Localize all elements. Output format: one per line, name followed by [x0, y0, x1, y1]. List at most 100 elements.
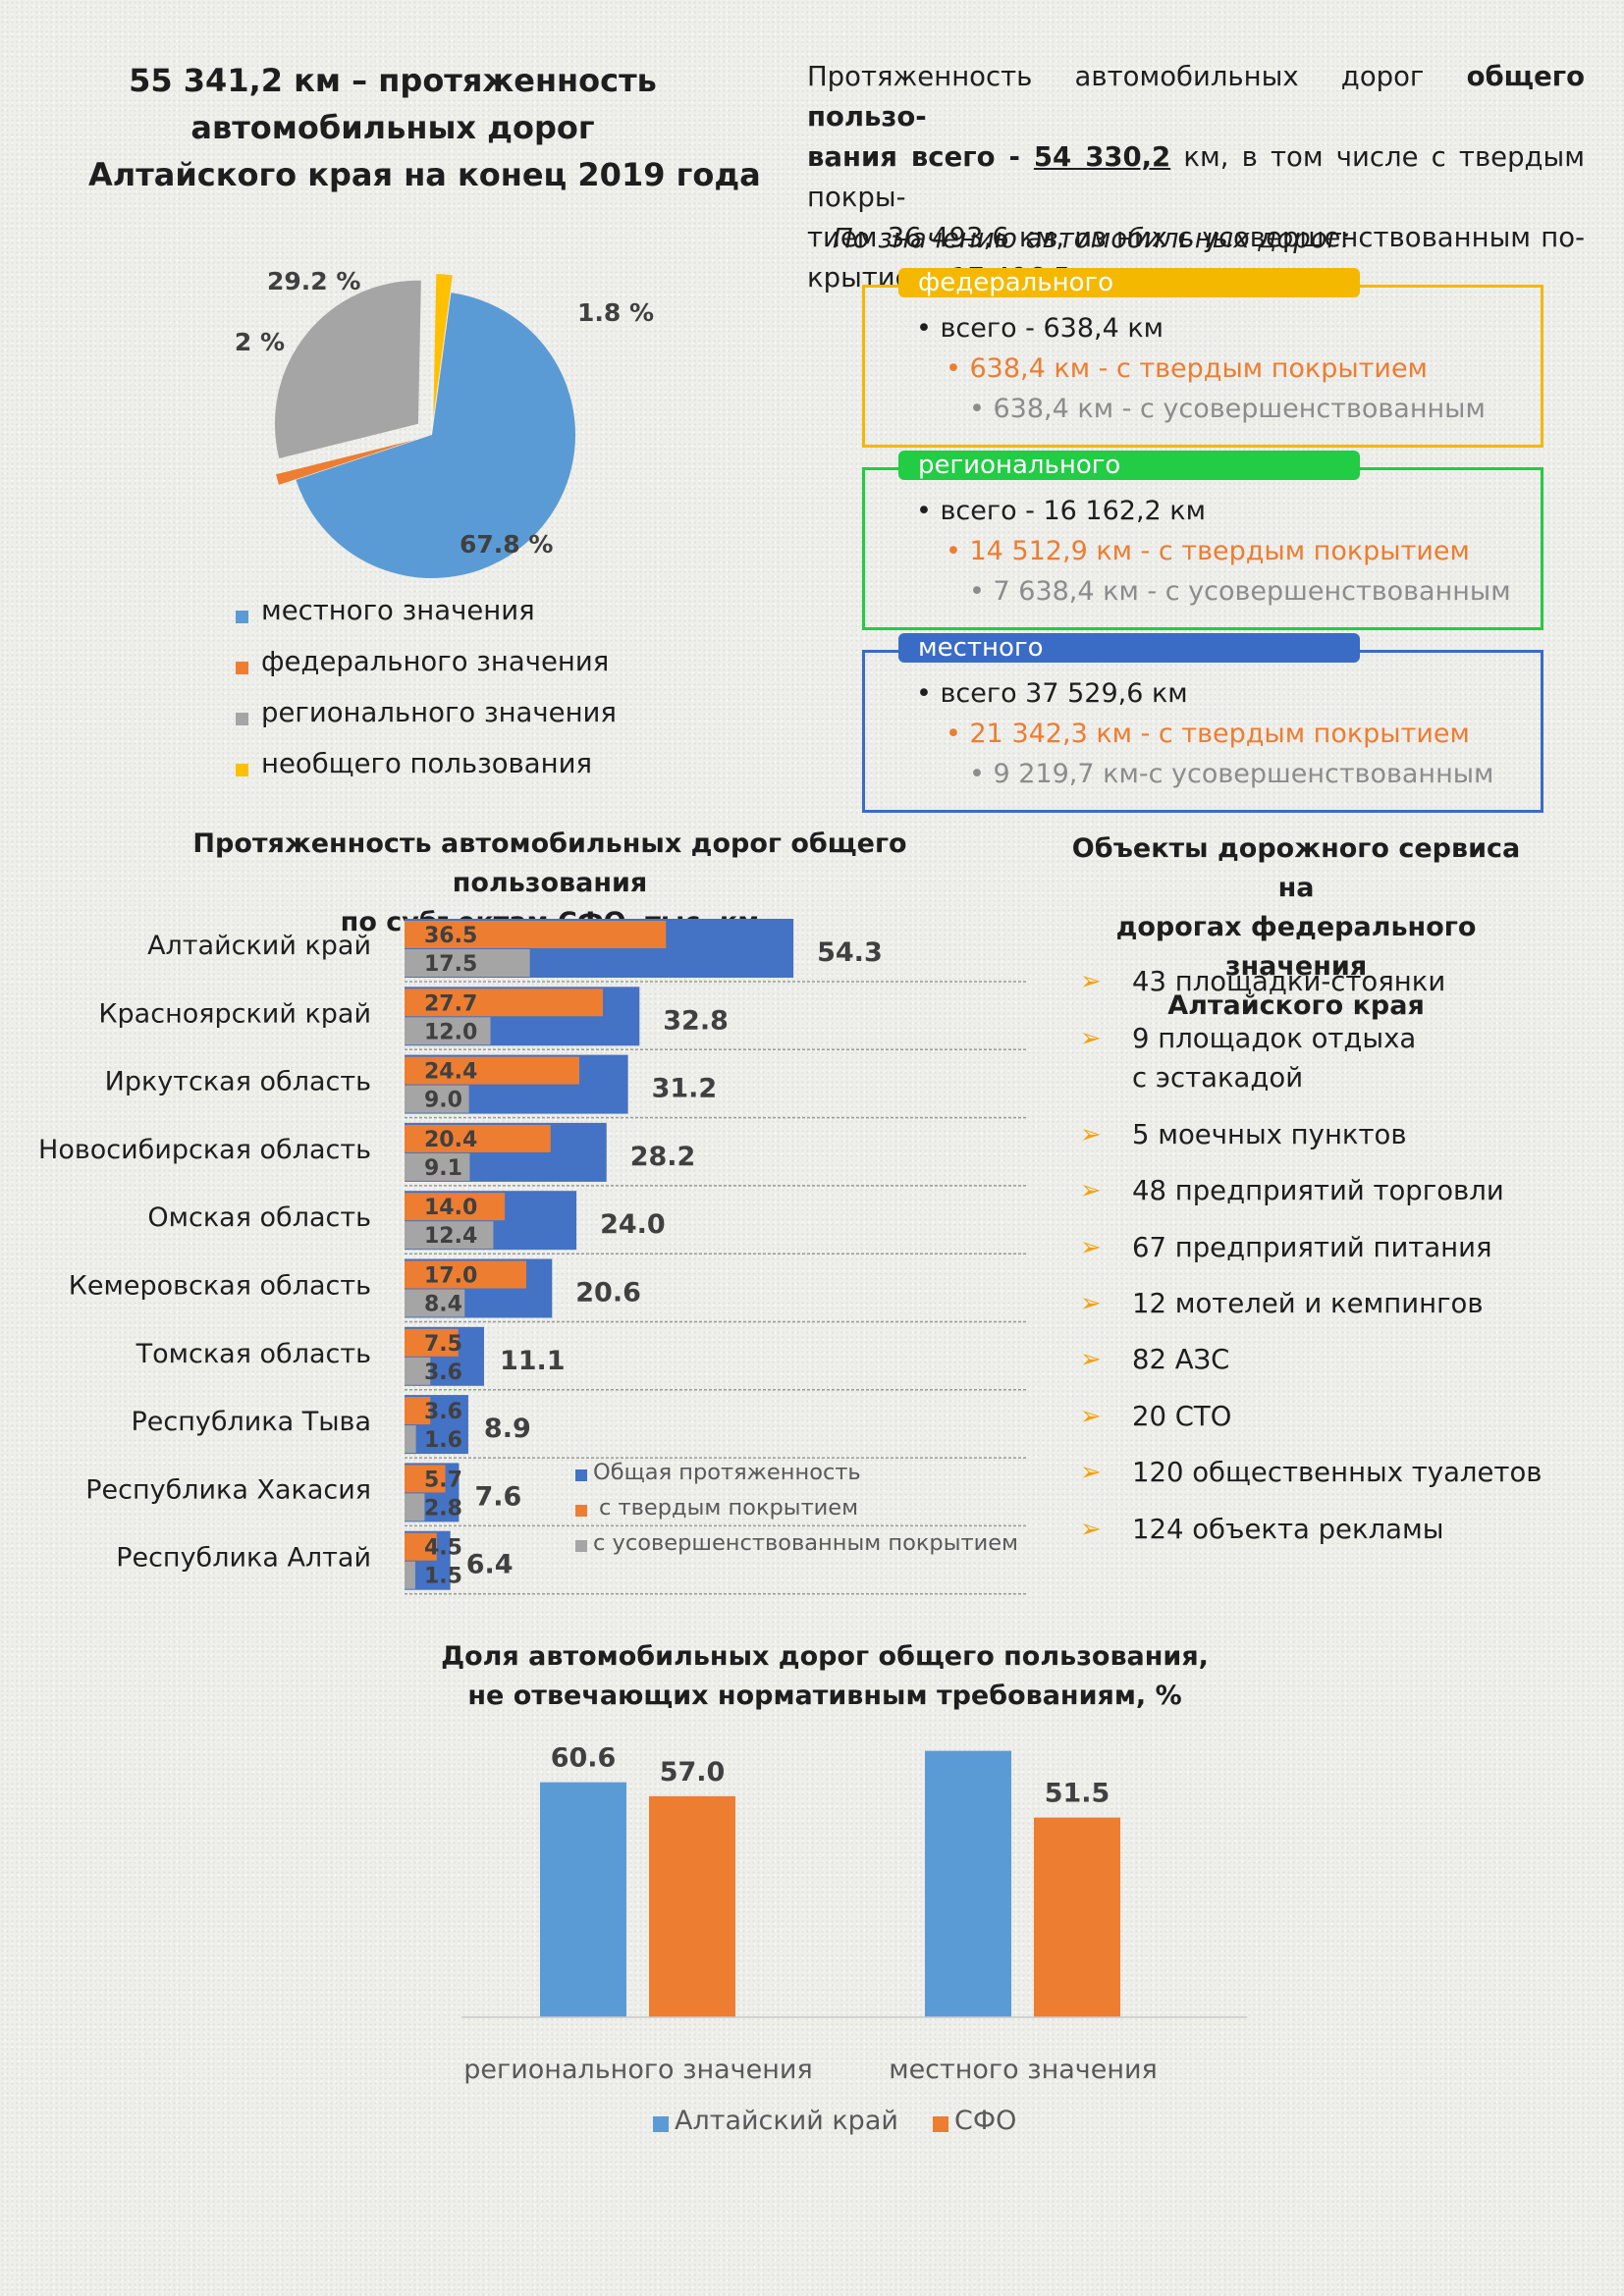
bar-improved [405, 949, 530, 977]
legend-swatch [575, 1469, 587, 1481]
arrow-icon: ➢ [1080, 1176, 1102, 1205]
data-label: 36.5 [424, 924, 477, 948]
data-label: 24.4 [424, 1060, 477, 1085]
pie-slice [274, 280, 421, 459]
legend-label: с усовершенствованным покрытием [593, 1530, 1019, 1556]
pie-slice-label: 67.8 % [460, 530, 553, 559]
data-label: 5.7 [424, 1468, 462, 1492]
data-label: 9.1 [424, 1156, 462, 1181]
data-label: 27.7 [424, 991, 477, 1016]
local-roads-hard: • 21 342,3 км - с твердым покрытием [946, 719, 1470, 749]
category-label: Алтайский край [147, 931, 371, 961]
data-label: 3.6 [424, 1400, 462, 1424]
bar-improved [405, 1493, 425, 1522]
legend-label: с твердым покрытием [599, 1495, 859, 1521]
arrow-icon: ➢ [1080, 1345, 1102, 1374]
bar-improved [405, 1152, 470, 1181]
bar-chart-title-line: Протяженность автомобильных дорог общего… [192, 828, 907, 898]
intro-text: Протяженность автомобильных дорог [807, 61, 1467, 92]
data-label: 60.6 [551, 1747, 617, 1774]
page-title: 55 341,2 км – протяженность автомобильны… [88, 57, 761, 198]
bar-hard [405, 1193, 506, 1221]
federal-roads-box: федерального • всего - 638,4 км • 638,4 … [862, 268, 1543, 448]
data-label: 6.4 [466, 1550, 514, 1580]
bar-hard [405, 1260, 527, 1289]
intro-text-bold: общего пользо- [807, 61, 1585, 133]
category-label: Новосибирская область [38, 1135, 371, 1165]
category-label: Республика Алтай [116, 1543, 371, 1574]
category-label: Кемеровская область [69, 1271, 371, 1302]
data-label: 12.4 [424, 1224, 477, 1249]
data-label: 7.5 [424, 1332, 462, 1357]
arrow-icon: ➢ [1080, 1289, 1102, 1318]
column-chart-title-line: не отвечающих нормативным требованиям, % [467, 1681, 1182, 1711]
local-roads-box: местного • всего 37 529,6 км • 21 342,3 … [862, 633, 1543, 813]
bar-improved [405, 1425, 416, 1454]
category-label: Красноярский край [98, 998, 371, 1029]
page-title-line: автомобильных дорог [190, 109, 595, 146]
legend-swatch [236, 662, 248, 674]
local-roads-improved: • 9 219,7 км-с усовершенствованным [969, 759, 1494, 789]
legend-label: необщего пользования [261, 748, 593, 779]
arrow-icon: ➢ [1080, 1458, 1102, 1487]
arrow-icon: ➢ [1080, 1024, 1102, 1053]
arrow-icon: ➢ [1080, 1120, 1102, 1149]
bar-improved [405, 1561, 415, 1589]
pie-slice-label: 1.8 % [577, 298, 654, 327]
data-label: 3.6 [424, 1361, 462, 1385]
bar-hard [405, 1532, 437, 1561]
legend-swatch [236, 713, 248, 725]
intro-text-bold: вания всего - [807, 141, 1034, 173]
pie-slice-label: 1.2 % [236, 328, 285, 356]
federal-roads-total: • всего - 638,4 км [916, 313, 1164, 344]
legend-swatch [653, 2116, 669, 2132]
federal-roads-tab: федерального [898, 268, 1360, 297]
column-bar [540, 1782, 626, 2017]
data-label: 12.0 [424, 1020, 477, 1044]
data-label: 57.0 [660, 1757, 726, 1788]
bar-hard [405, 921, 667, 948]
data-label: 28.2 [630, 1142, 696, 1172]
data-label: 31.2 [652, 1074, 718, 1104]
category-label: Томская область [135, 1339, 371, 1369]
arrow-icon: ➢ [1080, 1515, 1102, 1544]
data-label: 2.8 [424, 1496, 462, 1521]
legend-label: Общая протяженность [593, 1460, 861, 1485]
bar-improved [405, 1017, 491, 1045]
data-label: 4.5 [424, 1536, 462, 1561]
legend-label: СФО [954, 2106, 1017, 2136]
bar-hard [405, 1465, 446, 1493]
data-label: 17.0 [424, 1264, 477, 1289]
bar-hard [405, 1124, 551, 1152]
data-label: 9.0 [424, 1089, 462, 1113]
data-label: 54.3 [817, 937, 883, 968]
pie-chart: 67.8 % 1.2 % 29.2 % 1.8 % [236, 267, 654, 578]
intro-subtitle: По значению автомобильных дорог: [833, 223, 1351, 254]
local-roads-total: • всего 37 529,6 км [916, 678, 1188, 709]
data-label: 11.1 [500, 1346, 566, 1376]
data-label: 17.5 [424, 952, 477, 977]
column-bar [925, 1750, 1011, 2017]
legend-label: Алтайский край [675, 2106, 898, 2136]
bar-hard [405, 1397, 431, 1425]
legend-label: федерального значения [261, 646, 610, 677]
service-title-line: Алтайского края [1167, 990, 1425, 1021]
category-label: Иркутская область [105, 1067, 371, 1097]
intro-text: км, в том числе с твердым покры- [807, 141, 1586, 213]
page-title-line: Алтайского края на конец 2019 года [88, 156, 761, 193]
bar-hard [405, 988, 604, 1017]
column-chart-title-line: Доля автомобильных дорог общего пользова… [441, 1641, 1209, 1672]
category-label: регионального значения [463, 2055, 812, 2085]
legend-label: регионального значения [261, 697, 617, 728]
page-title-line: 55 341,2 км – протяженность [129, 62, 657, 99]
federal-roads-improved: • 638,4 км - с усовершенствованным [969, 394, 1486, 424]
category-label: Республика Хакасия [85, 1474, 371, 1505]
service-title-line: Объекты дорожного сервиса на [1071, 833, 1521, 903]
category-label: Омская область [147, 1202, 371, 1233]
arrow-icon: ➢ [1080, 1233, 1102, 1262]
regional-roads-box: регионального • всего - 16 162,2 км • 14… [862, 451, 1543, 630]
legend-swatch [575, 1540, 587, 1552]
local-roads-tab: местного [898, 633, 1360, 663]
legend-swatch [933, 2116, 948, 2132]
